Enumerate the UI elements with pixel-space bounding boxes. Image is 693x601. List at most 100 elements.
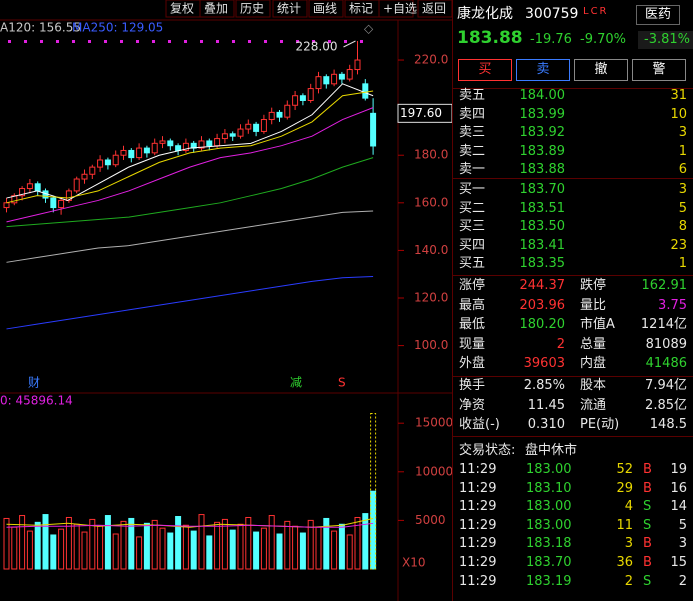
- candle-body: [338, 73, 345, 80]
- icon: ◇: [364, 22, 374, 36]
- volume-bar: [143, 522, 150, 570]
- stat-label: 换手: [459, 378, 486, 393]
- volume-bar: [65, 516, 72, 570]
- volume-bar: [206, 535, 213, 570]
- tick-volume: 4: [624, 499, 633, 515]
- candle-body: [260, 119, 267, 132]
- candle-body: [81, 173, 88, 180]
- price-tag: [397, 103, 452, 123]
- book-label: 买四: [459, 237, 486, 253]
- volume-bar: [19, 515, 26, 570]
- book-price: 183.35: [519, 256, 566, 272]
- dot: [216, 40, 219, 43]
- trade-button[interactable]: 卖: [516, 59, 570, 81]
- volume-bar: [3, 517, 10, 570]
- volume-bar: [34, 521, 41, 570]
- volume-bar: [276, 533, 283, 570]
- trade-button[interactable]: 买: [458, 59, 512, 81]
- ma-line: [6, 275, 374, 330]
- peak-label: 228.00: [296, 39, 338, 53]
- dot: [8, 40, 11, 43]
- volume-bar: [50, 534, 57, 570]
- book-price: 183.92: [519, 125, 566, 141]
- stat-value: 2: [556, 336, 565, 352]
- tick-price: 183.00: [526, 462, 572, 477]
- volume-bar: [190, 530, 197, 570]
- candle-body: [323, 76, 330, 85]
- stat-label: 最低: [459, 317, 486, 332]
- toolbar-label: 叠加: [204, 2, 228, 16]
- y-tick-label: 10000: [415, 464, 452, 478]
- separator: [453, 178, 693, 179]
- book-volume: 6: [678, 162, 687, 178]
- book-label: 买三: [459, 219, 486, 235]
- stat-value: 39603: [523, 356, 565, 371]
- book-price: 183.50: [519, 219, 566, 235]
- candle-body: [50, 197, 57, 209]
- stat-value: 162.91: [641, 278, 688, 293]
- candle-body: [104, 159, 111, 166]
- book-label: 买五: [459, 256, 486, 272]
- sector-button[interactable]: 医药: [636, 5, 681, 25]
- candle-body: [136, 147, 143, 159]
- toolbar-label: 返回: [422, 2, 446, 16]
- dot: [40, 40, 43, 43]
- sector-change: -3.81%: [638, 31, 693, 49]
- book-volume: 8: [678, 219, 687, 235]
- status-value: 盘中休市: [525, 443, 578, 458]
- book-label: 卖四: [459, 106, 486, 122]
- tick-side: B: [643, 536, 652, 552]
- dot: [248, 40, 251, 43]
- tick-side: S: [643, 517, 652, 533]
- volume-bar: [221, 518, 228, 570]
- book-label: 卖二: [459, 143, 486, 159]
- candle-body: [11, 195, 18, 204]
- volume-bar: [260, 527, 267, 570]
- volume-bar: [307, 519, 314, 570]
- volume-bar: [73, 523, 80, 570]
- dot: [264, 40, 267, 43]
- trade-button[interactable]: 撤: [574, 59, 628, 81]
- dot: [200, 40, 203, 43]
- candle-body: [206, 140, 213, 147]
- dot: [344, 40, 347, 43]
- stat-value: 7.94亿: [645, 378, 687, 393]
- volume-bar: [89, 518, 96, 570]
- peak-arrow: [343, 40, 356, 48]
- dot: [152, 40, 155, 43]
- stat-value: 0.310: [527, 417, 565, 432]
- dot: [328, 40, 331, 43]
- book-price: 183.70: [519, 182, 566, 197]
- stat-value: 180.20: [519, 317, 566, 332]
- toolbar-button: [235, 0, 271, 18]
- stock-name: 康龙化成: [457, 6, 513, 22]
- toolbar-label: 统计: [277, 2, 301, 16]
- book-volume: 3: [678, 125, 687, 141]
- book-volume: 31: [670, 88, 687, 103]
- volume-bar: [362, 513, 369, 570]
- stat-label: 股本: [580, 378, 607, 393]
- candle-body: [346, 69, 353, 80]
- candle-body: [112, 154, 119, 166]
- ma-line: [6, 157, 374, 228]
- tick-time: 11:29: [459, 573, 497, 589]
- candle-body: [299, 95, 306, 101]
- toolbar-button: [199, 0, 235, 18]
- volume-bar: [26, 530, 33, 570]
- separator: [453, 275, 693, 276]
- volume-bar: [112, 533, 119, 570]
- volume-bar: [58, 528, 65, 570]
- change-pct: -9.70%: [580, 32, 626, 47]
- volume-bar: [284, 520, 291, 570]
- dot: [24, 40, 27, 43]
- candle-body: [26, 183, 33, 190]
- toolbar-button: [378, 0, 414, 18]
- trade-button[interactable]: 警: [632, 59, 686, 81]
- ma-line: [6, 83, 374, 201]
- volume-bar: [104, 515, 111, 570]
- book-label: 卖三: [459, 125, 486, 141]
- candle-body: [198, 140, 205, 149]
- toolbar-label: +自选: [383, 2, 417, 16]
- volume-bar: [136, 536, 143, 570]
